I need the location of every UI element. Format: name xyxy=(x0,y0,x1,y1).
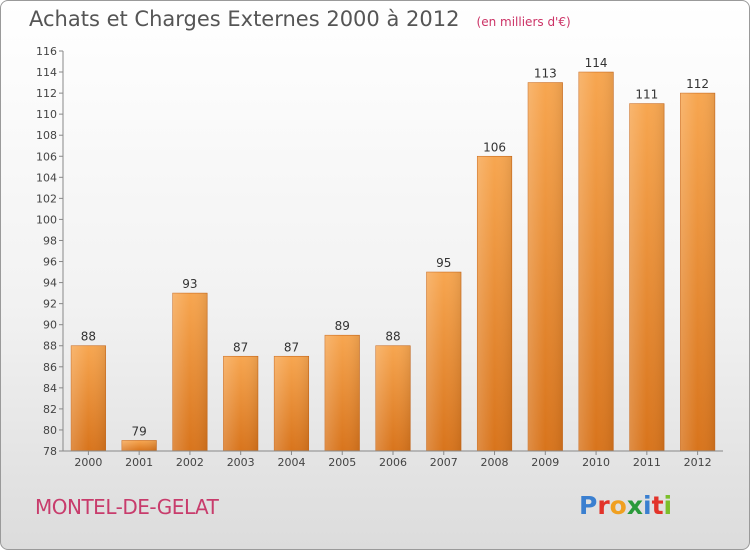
x-tick-label: 2012 xyxy=(684,456,712,469)
bar-shade xyxy=(426,272,462,451)
y-tick-label: 88 xyxy=(43,340,57,353)
y-tick-label: 104 xyxy=(36,171,57,184)
logo-letter: t xyxy=(651,491,664,520)
x-tick-label: 2005 xyxy=(328,456,356,469)
y-tick-label: 86 xyxy=(43,361,57,374)
y-tick-label: 94 xyxy=(43,277,57,290)
x-tick-label: 2009 xyxy=(531,456,559,469)
data-label: 106 xyxy=(483,140,506,154)
bar-shade xyxy=(477,156,512,451)
bar-shade xyxy=(578,72,614,451)
data-label: 89 xyxy=(335,319,350,333)
y-tick-label: 102 xyxy=(36,192,57,205)
x-tick-label: 2003 xyxy=(227,456,255,469)
x-axis: 2000 2001 2002 2003 2004 2005 2006 2007 2008 2009… xyxy=(63,450,723,469)
bar-shade xyxy=(172,293,208,451)
y-tick-label: 106 xyxy=(36,150,57,163)
bar-shade xyxy=(121,440,157,451)
x-tick-label: 2006 xyxy=(379,456,407,469)
data-label: 88 xyxy=(81,330,96,344)
bars: 88 79 93 87 87 89 88 95 106 113 114 111 112 xyxy=(70,56,716,452)
x-tick-label: 2011 xyxy=(633,456,661,469)
chart-title: Achats et Charges Externes 2000 à 2012 xyxy=(29,7,460,31)
y-tick-label: 100 xyxy=(36,213,57,226)
y-tick-label: 96 xyxy=(43,256,57,269)
logo-letter: P xyxy=(579,491,598,520)
x-tick-label: 2010 xyxy=(582,456,610,469)
logo-letter: i xyxy=(663,491,673,520)
x-tick-label: 2007 xyxy=(430,456,458,469)
proxiti-logo: Proxiti xyxy=(579,491,672,520)
logo-letter: x xyxy=(626,491,643,520)
title-block: Achats et Charges Externes 2000 à 2012 (… xyxy=(29,7,571,31)
x-tick-label: 2004 xyxy=(277,456,305,469)
data-label: 114 xyxy=(585,56,608,70)
data-label: 93 xyxy=(182,277,197,291)
x-tick-label: 2002 xyxy=(176,456,204,469)
bar-shade xyxy=(223,356,258,451)
data-label: 111 xyxy=(635,88,658,102)
y-tick-label: 108 xyxy=(36,129,57,142)
x-tick-label: 2000 xyxy=(74,456,102,469)
data-label: 87 xyxy=(233,340,248,354)
y-tick-label: 90 xyxy=(43,319,57,332)
logo-letter: i xyxy=(643,491,652,520)
y-tick-label: 116 xyxy=(36,45,57,58)
data-label: 88 xyxy=(385,330,400,344)
y-tick-label: 84 xyxy=(43,382,57,395)
bar-shade xyxy=(274,356,309,451)
chart-subtitle: (en milliers d'€) xyxy=(476,15,571,29)
bar-shade xyxy=(71,345,106,451)
bar-shade xyxy=(375,345,411,451)
data-label: 113 xyxy=(534,67,557,81)
y-tick-label: 110 xyxy=(36,108,57,121)
logo-letter: r xyxy=(597,491,610,520)
y-tick-label: 112 xyxy=(36,87,57,100)
bar-shade xyxy=(629,103,665,451)
bar-shade xyxy=(324,335,360,451)
data-label: 87 xyxy=(284,340,299,354)
commune-name: MONTEL-DE-GELAT xyxy=(35,495,219,519)
x-tick-label: 2008 xyxy=(481,456,509,469)
y-axis: 78 80 82 84 86 88 90 92 94 96 98 100 102 104 106 108 110… xyxy=(36,45,64,458)
logo-letter: o xyxy=(609,491,627,520)
data-label: 95 xyxy=(436,256,451,270)
y-tick-label: 78 xyxy=(43,445,57,458)
y-tick-label: 114 xyxy=(36,66,57,79)
data-label: 79 xyxy=(132,424,147,438)
bar-shade xyxy=(528,82,563,451)
y-tick-label: 92 xyxy=(43,298,57,311)
y-tick-label: 80 xyxy=(43,424,57,437)
y-tick-label: 82 xyxy=(43,403,57,416)
bar-shade xyxy=(680,93,715,452)
x-tick-label: 2001 xyxy=(125,456,153,469)
y-tick-label: 98 xyxy=(43,234,57,247)
data-label: 112 xyxy=(686,77,709,91)
